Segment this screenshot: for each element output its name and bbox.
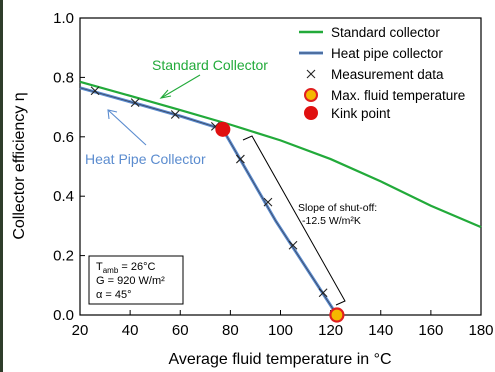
measurement-point [130,98,140,108]
x-tick-label: 120 [318,322,343,339]
conditions-box [88,255,184,305]
condition-tilt: α = 45° [96,289,132,301]
y-tick-label: 1.0 [53,10,74,27]
x-tick-label: 160 [418,322,443,339]
slope-bracket [242,135,346,306]
y-axis-label: Collector efficiency η [11,92,28,239]
legend-kink-marker [304,106,318,120]
x-tick-label: 80 [222,322,239,339]
measurement-point [170,110,180,119]
legend-measurement-label: Measurement data [331,67,444,82]
legend-standard-label: Standard collector [331,25,440,40]
heat-pipe-annotation-arrowhead [107,109,118,120]
x-tick-label: 20 [72,322,89,339]
standard-collector-line [79,80,482,229]
measurement-point [236,154,245,164]
legend-measurement-marker [306,69,316,79]
y-tick-label: 0.2 [53,248,74,265]
condition-irradiance: G = 920 W/m² [96,275,165,287]
condition-tamb: Tamb = 26°C [96,261,155,275]
measurement-point [263,197,273,207]
slope-text-line1: Slope of shut-off: [298,202,377,214]
measurement-point [318,288,328,298]
heat-pipe-annotation: Heat Pipe Collector [85,151,206,167]
standard-collector-annotation: Standard Collector [152,57,268,73]
measurement-point [90,86,100,96]
legend-heat-pipe-label: Heat pipe collector [331,46,443,61]
y-tick-label: 0.4 [53,188,74,205]
axis-ticks: 20 40 60 80 100 120 140 160 180 0.0 0.2 0.4 0.6 0.8 1.… [53,10,493,339]
left-edge-strip [0,0,3,372]
heat-pipe-annotation-arrow [107,109,147,146]
standard-annotation-arrow [160,74,201,99]
max-fluid-temperature-marker [329,307,345,323]
x-tick-label: 180 [468,322,493,339]
series-layer [79,80,482,323]
heat-pipe-collector-core [79,87,338,316]
legend-max-fluid-label: Max. fluid temperature [331,88,465,103]
standard-annotation-arrowhead [159,89,172,99]
x-tick-label: 100 [268,322,293,339]
slope-text-line2: -12.5 W/m²K [302,215,361,227]
x-tick-label: 60 [172,322,189,339]
legend-kink-label: Kink point [331,106,391,121]
y-tick-label: 0.0 [53,307,74,324]
x-tick-label: 40 [122,322,139,339]
kink-point-marker [215,121,231,137]
measurement-point [288,240,298,250]
x-axis-label: Average fluid temperature in °C [168,351,391,368]
y-tick-label: 0.6 [53,129,74,146]
legend: Standard collector Heat pipe collector M… [299,25,465,121]
legend-max-fluid-marker [304,88,318,102]
x-tick-label: 140 [368,322,393,339]
y-tick-label: 0.8 [53,69,74,86]
